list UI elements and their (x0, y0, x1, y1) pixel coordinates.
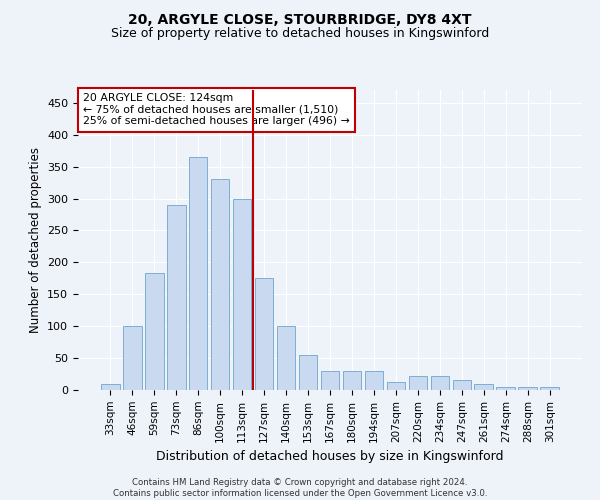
Bar (233, 198, 251, 390)
Bar (541, 387, 559, 390)
Bar (189, 157, 208, 390)
Bar (145, 273, 164, 390)
Bar (343, 371, 361, 390)
Bar (386, 382, 405, 390)
Text: 20, ARGYLE CLOSE, STOURBRIDGE, DY8 4XT: 20, ARGYLE CLOSE, STOURBRIDGE, DY8 4XT (128, 12, 472, 26)
Bar (101, 384, 119, 390)
Bar (365, 371, 383, 390)
Bar (409, 376, 427, 390)
Bar (475, 384, 493, 390)
Text: Contains HM Land Registry data © Crown copyright and database right 2024.
Contai: Contains HM Land Registry data © Crown c… (113, 478, 487, 498)
Bar (167, 205, 185, 390)
Bar (320, 371, 340, 390)
Bar (496, 387, 515, 390)
Bar (277, 326, 295, 390)
Y-axis label: Number of detached properties: Number of detached properties (29, 147, 41, 333)
Text: Size of property relative to detached houses in Kingswinford: Size of property relative to detached ho… (111, 28, 489, 40)
X-axis label: Distribution of detached houses by size in Kingswinford: Distribution of detached houses by size … (156, 450, 504, 463)
Bar (452, 380, 471, 390)
Bar (299, 355, 317, 390)
Bar (255, 278, 274, 390)
Text: 20 ARGYLE CLOSE: 124sqm
← 75% of detached houses are smaller (1,510)
25% of semi: 20 ARGYLE CLOSE: 124sqm ← 75% of detache… (83, 93, 350, 126)
Bar (518, 387, 537, 390)
Bar (431, 376, 449, 390)
Bar (123, 326, 142, 390)
Bar (211, 180, 229, 390)
